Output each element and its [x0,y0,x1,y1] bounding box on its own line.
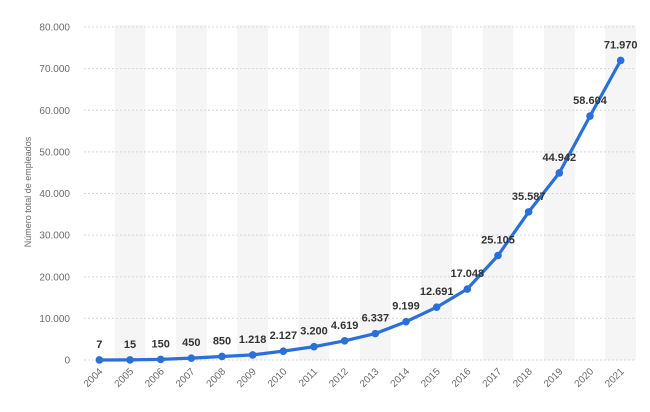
x-tick-label: 2015 [419,366,443,390]
alternating-bands [114,25,636,360]
x-tick-label: 2010 [266,366,290,390]
data-label-2018: 35.587 [512,191,546,203]
data-point-2013[interactable] [371,329,380,338]
x-axis-ticks: 2004 2005 2006 2007 2008 2009 2010 2011 2012 2013… [82,366,627,390]
x-tick-label: 2009 [235,366,259,390]
x-tick-label: 2020 [573,366,597,390]
y-tick-label: 70.000 [39,64,70,75]
data-point-2012[interactable] [340,336,349,345]
data-labels: 7 15 150 450 850 1.218 2.127 3.200 4.6196.3379.1… [96,39,637,351]
data-label-2013: 6.337 [362,313,390,325]
data-point-2008[interactable] [218,352,226,361]
series-markers [95,56,625,364]
data-point-2021[interactable] [616,56,625,65]
band-2021 [605,25,636,360]
x-tick-label: 2012 [327,366,351,390]
data-point-2005[interactable] [126,356,134,364]
data-label-2015: 12.691 [420,286,454,298]
band-2011 [298,25,330,360]
data-label-2021: 71.970 [604,39,638,51]
band-2009 [237,25,268,360]
data-point-2015[interactable] [432,303,441,311]
x-tick-label: 2016 [450,366,474,390]
data-point-2019[interactable] [555,169,564,177]
y-tick-label: 60.000 [39,106,70,117]
data-point-2007[interactable] [187,354,196,362]
data-label-2012: 4.619 [331,320,359,332]
data-point-2010[interactable] [279,347,288,355]
data-label-2019: 44.942 [543,152,577,164]
x-tick-label: 2008 [205,366,229,390]
data-point-2004[interactable] [95,356,104,364]
data-label-2006: 150 [151,338,169,350]
data-label-2017: 25.105 [481,235,515,247]
data-label-2010: 2.127 [270,330,298,342]
y-tick-label: 0 [64,356,70,367]
data-point-2018[interactable] [524,208,533,216]
data-label-2011: 3.200 [300,326,328,338]
y-axis-label: Número total de empleados [23,136,33,247]
data-point-2009[interactable] [248,351,257,359]
x-tick-label: 2018 [511,366,535,390]
y-tick-label: 80.000 [39,23,70,34]
x-tick-label: 2006 [143,366,167,390]
data-label-2005: 15 [124,339,136,351]
x-tick-label: 2011 [297,366,320,389]
x-tick-label: 2007 [174,366,198,390]
band-2017 [482,25,514,360]
data-point-2011[interactable] [310,342,318,351]
series-line [97,58,623,362]
x-tick-label: 2004 [82,366,106,390]
x-tick-label: 2013 [358,366,382,390]
x-tick-label: 2017 [481,366,505,390]
y-axis-ticks: 0 10.000 20.000 30.000 40.000 50.000 60.000 70.… [39,23,70,367]
y-tick-label: 10.000 [39,314,70,325]
y-tick-label: 50.000 [39,147,70,158]
data-label-2014: 9.199 [392,301,420,313]
data-label-2008: 850 [213,335,231,347]
x-tick-label: 2005 [113,366,137,390]
band-2005 [114,25,146,360]
data-point-2016[interactable] [463,285,472,293]
band-2019 [544,25,575,360]
data-label-2009: 1.218 [239,334,267,346]
data-label-2020: 58.604 [573,95,608,107]
y-tick-label: 30.000 [39,231,70,242]
data-point-2017[interactable] [494,251,502,260]
x-tick-label: 2021 [603,366,627,390]
x-tick-label: 2014 [389,366,413,390]
band-2013 [360,25,391,360]
data-point-2014[interactable] [402,317,410,326]
y-tick-label: 20.000 [39,272,70,283]
data-label-2004: 7 [96,339,102,351]
band-2007 [176,25,207,360]
x-tick-label: 2019 [542,366,566,390]
data-point-2006[interactable] [156,355,165,364]
data-label-2016: 17.048 [451,268,485,280]
data-point-2020[interactable] [586,112,594,120]
y-tick-label: 40.000 [39,189,70,200]
data-label-2007: 450 [182,337,200,349]
